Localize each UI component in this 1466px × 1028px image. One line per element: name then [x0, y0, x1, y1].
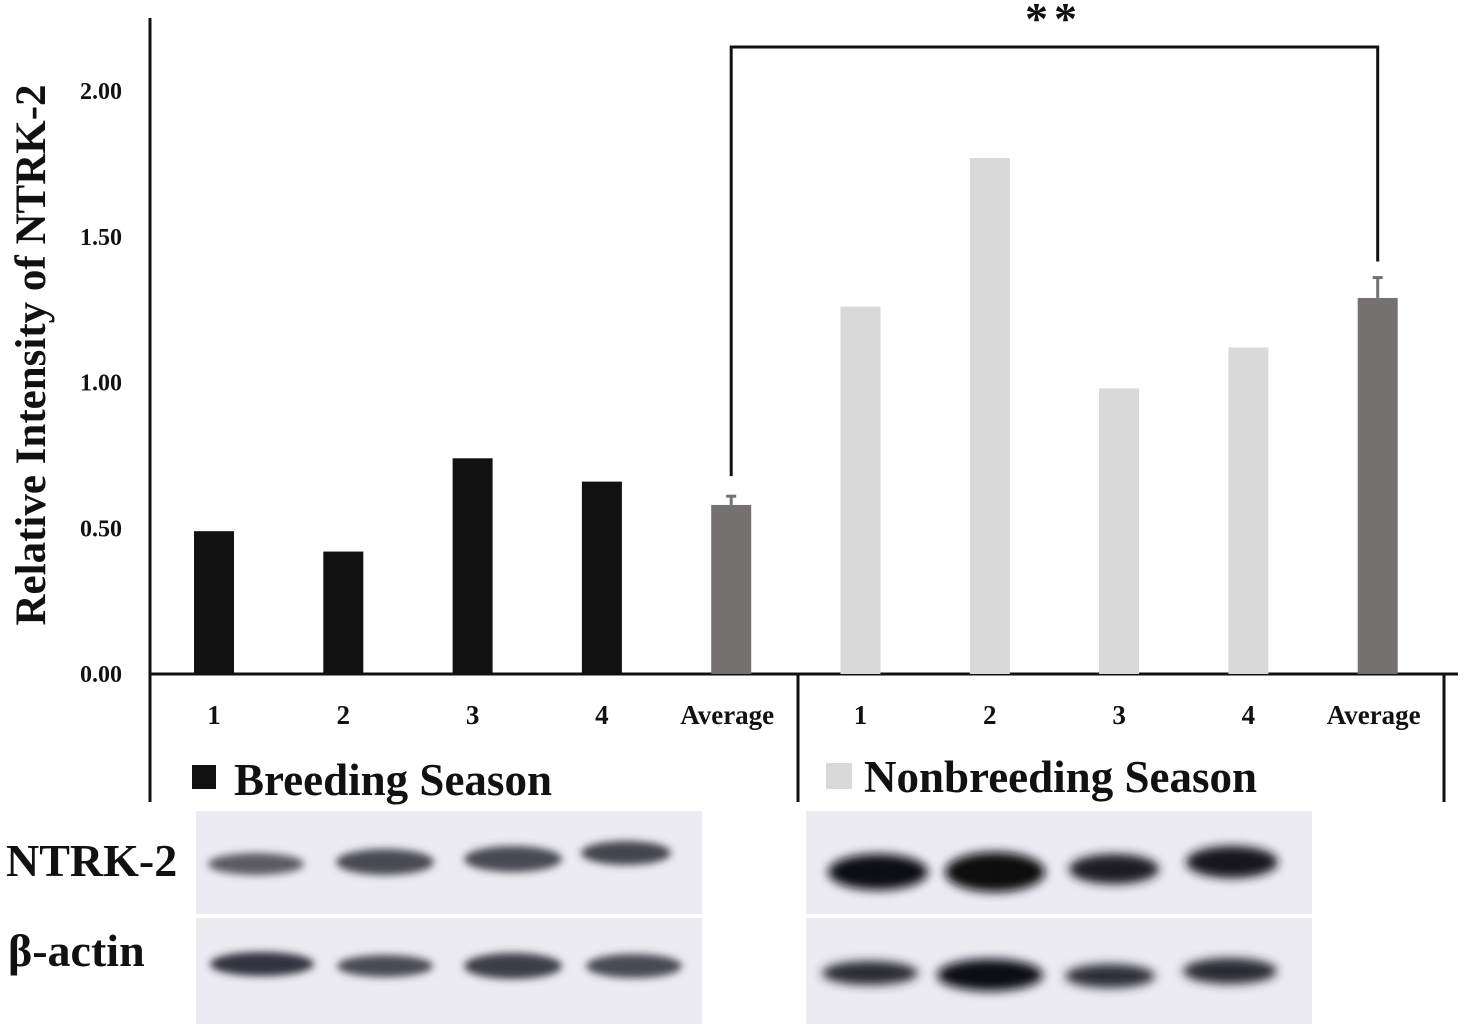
y-tick-labels: 0.00 0.50 1.00 1.50 2.00 [80, 79, 122, 688]
bar [840, 306, 881, 674]
y-tick-label: 0.00 [80, 662, 122, 688]
blot-panel-breeding [196, 811, 702, 1024]
blot-row-label-beta-actin: β-actin [8, 925, 145, 976]
legend-label-breeding: Breeding Season [234, 755, 552, 805]
y-tick-label: 2.00 [80, 79, 122, 105]
y-axis-label: Relative Intensity of NTRK-2 [8, 84, 55, 625]
bar [1228, 347, 1269, 674]
significance-bracket [729, 45, 1380, 477]
y-tick-label: 1.50 [80, 225, 122, 251]
bar [969, 158, 1010, 675]
bar [323, 551, 364, 674]
legend-label-nonbreeding: Nonbreeding Season [864, 752, 1257, 802]
blot-row-label-ntrk2: NTRK-2 [6, 835, 177, 886]
category-label: 3 [466, 700, 480, 730]
y-tick-label: 0.50 [80, 516, 122, 542]
category-labels: 1 2 3 4 Average 1 2 3 4 Average [207, 700, 1420, 730]
category-label: Average [680, 700, 774, 730]
bar [711, 504, 752, 674]
y-tick-label: 1.00 [80, 371, 122, 397]
blot-panel-nonbreeding [806, 811, 1312, 1024]
legend-swatch-nonbreeding [826, 763, 852, 789]
bar [452, 458, 493, 674]
category-label: 3 [1112, 700, 1126, 730]
significance-bracket-line [729, 45, 1380, 477]
bar [194, 531, 234, 674]
category-label: 4 [595, 700, 609, 730]
bar [581, 481, 622, 674]
bars [194, 158, 1398, 675]
category-label: 1 [207, 700, 221, 730]
legend-swatch-breeding [192, 765, 216, 789]
category-label: 4 [1242, 700, 1256, 730]
bar [1357, 297, 1398, 674]
category-label: 1 [854, 700, 868, 730]
significance-marker: ** [1025, 0, 1083, 44]
category-label: 2 [983, 700, 997, 730]
category-label: 2 [337, 700, 351, 730]
category-label: Average [1327, 700, 1421, 730]
bar [1099, 388, 1140, 674]
